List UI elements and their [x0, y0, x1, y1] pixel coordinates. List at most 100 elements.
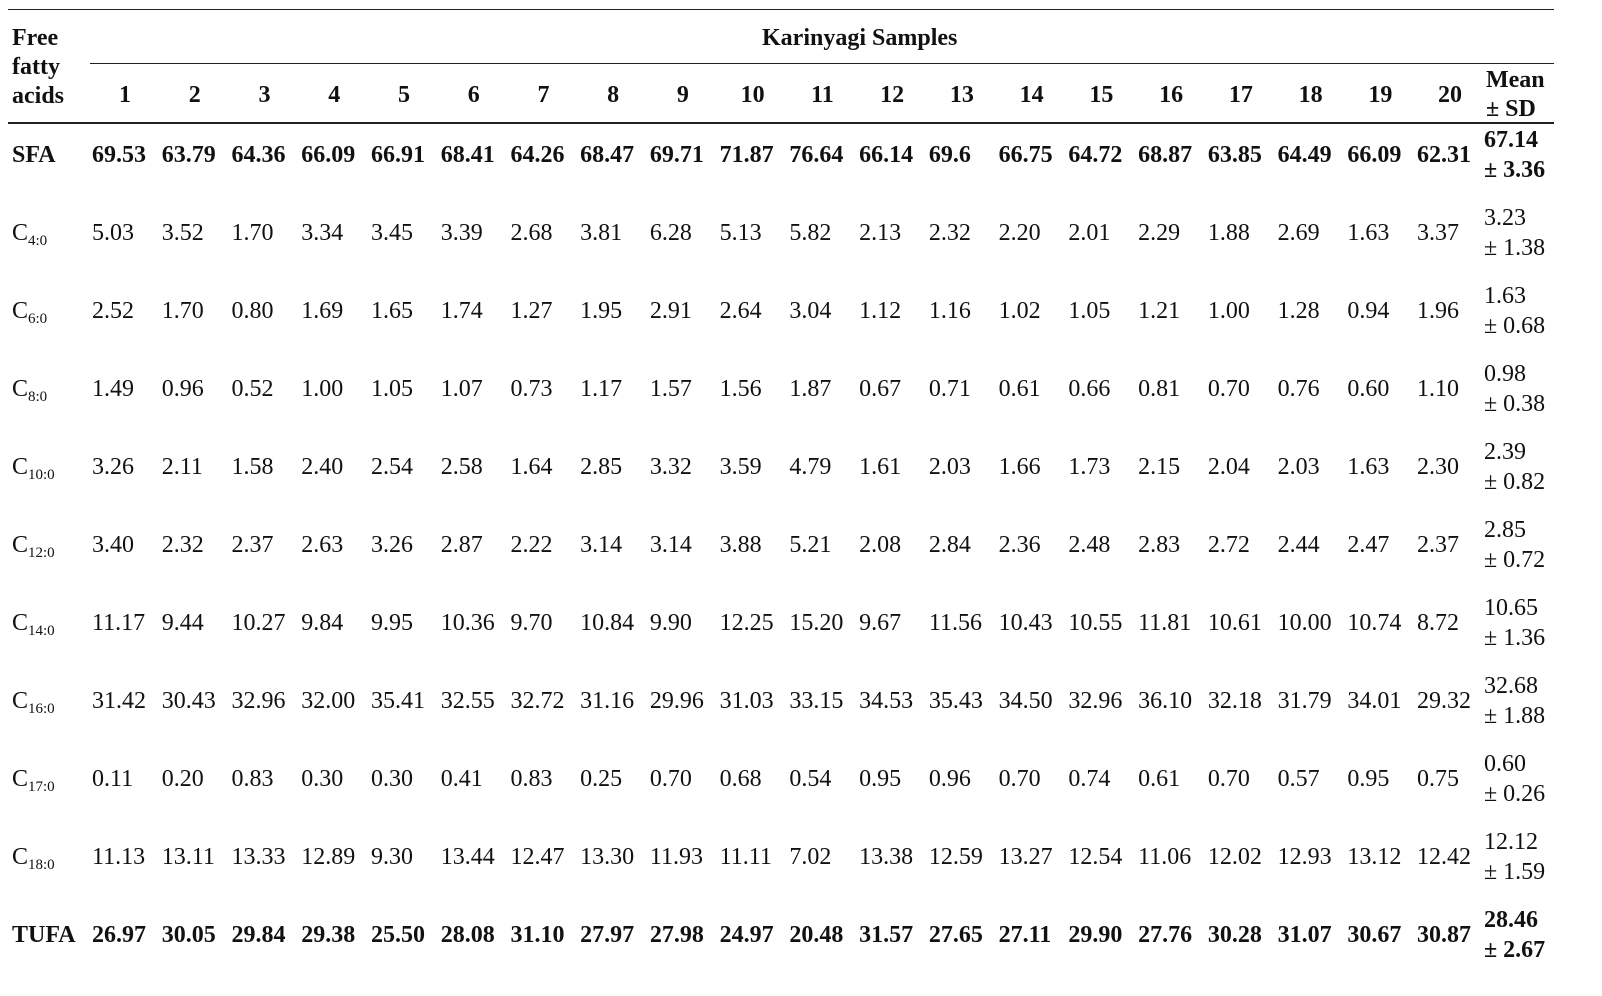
- cell: 1.70: [231, 220, 274, 246]
- mean-cell: ± 1.38: [1484, 235, 1546, 261]
- row-label-text: C: [12, 376, 29, 402]
- cell: 5.03: [92, 220, 134, 246]
- cell: 68.47: [580, 142, 635, 168]
- cell: 0.11: [92, 766, 134, 792]
- column-header: 4: [328, 82, 341, 108]
- cell: 10.55: [1068, 610, 1123, 636]
- cell: 0.70: [649, 766, 692, 792]
- column-header: 7: [537, 82, 550, 108]
- cell: 1.49: [92, 376, 134, 402]
- mean-cell: 2.39: [1484, 439, 1526, 465]
- cell: 32.72: [510, 688, 565, 714]
- cell: 2.37: [231, 532, 274, 558]
- cell: 1.63: [1347, 454, 1390, 480]
- cell: 31.03: [719, 688, 774, 714]
- cell: 12.89: [301, 844, 356, 870]
- cell: 62.31: [1417, 142, 1472, 168]
- group-header: Karinyagi Samples: [762, 25, 958, 51]
- cell: 1.66: [998, 454, 1041, 480]
- row-label-sub: 6:0: [28, 311, 48, 327]
- cell: 35.41: [370, 688, 425, 714]
- cell: 66.09: [301, 142, 356, 168]
- row-label-text: C: [12, 298, 29, 324]
- cell: 0.80: [231, 298, 274, 324]
- mean-header: ± SD: [1486, 96, 1536, 122]
- cell: 2.04: [1207, 454, 1250, 480]
- cell: 2.29: [1138, 220, 1181, 246]
- cell: 13.11: [161, 844, 215, 870]
- cell: 64.72: [1068, 142, 1123, 168]
- cell: 1.64: [510, 454, 553, 480]
- cell: 30.28: [1207, 922, 1262, 948]
- header-label: Free: [12, 25, 59, 51]
- row-label: C10:0: [12, 453, 55, 483]
- cell: 63.79: [161, 142, 216, 168]
- cell: 2.32: [161, 532, 204, 558]
- column-header: 20: [1438, 82, 1463, 108]
- cell: 11.11: [719, 844, 772, 870]
- cell: 12.93: [1277, 844, 1332, 870]
- cell: 3.59: [719, 454, 762, 480]
- cell: 0.73: [510, 376, 553, 402]
- mean-cell: ± 0.68: [1484, 313, 1546, 339]
- cell: 12.54: [1068, 844, 1123, 870]
- cell: 13.44: [440, 844, 495, 870]
- row-label: C6:0: [12, 297, 48, 327]
- cell: 2.87: [440, 532, 483, 558]
- mean-cell: ± 3.36: [1484, 157, 1546, 183]
- cell: 2.48: [1068, 532, 1111, 558]
- row-label: C16:0: [12, 687, 55, 717]
- cell: 36.10: [1138, 688, 1193, 714]
- cell: 8.72: [1417, 610, 1460, 636]
- row-label: C4:0: [12, 219, 48, 249]
- column-header: 3: [258, 82, 271, 108]
- cell: 71.87: [719, 142, 774, 168]
- cell: 2.84: [928, 532, 971, 558]
- cell: 0.67: [859, 376, 902, 402]
- cell: 0.70: [1207, 376, 1250, 402]
- cell: 64.49: [1277, 142, 1332, 168]
- cell: 69.71: [649, 142, 704, 168]
- cell: 0.25: [580, 766, 623, 792]
- cell: 34.53: [859, 688, 914, 714]
- mean-cell: ± 0.72: [1484, 547, 1546, 573]
- cell: 13.33: [231, 844, 286, 870]
- cell: 2.13: [859, 220, 902, 246]
- mean-cell: 32.68: [1484, 673, 1538, 699]
- cell: 29.96: [649, 688, 704, 714]
- cell: 15.20: [789, 610, 844, 636]
- cell: 32.18: [1207, 688, 1262, 714]
- cell: 31.07: [1277, 922, 1332, 948]
- cell: 0.94: [1347, 298, 1390, 324]
- cell: 29.90: [1068, 922, 1123, 948]
- cell: 3.26: [370, 532, 413, 558]
- row-label: TUFA: [12, 921, 76, 949]
- row-label-sub: 4:0: [28, 233, 48, 249]
- cell: 3.26: [92, 454, 134, 480]
- row-label: C14:0: [12, 609, 55, 639]
- cell: 1.00: [301, 376, 344, 402]
- cell: 1.61: [859, 454, 902, 480]
- cell: 3.39: [440, 220, 483, 246]
- top-rule: [8, 9, 1554, 10]
- cell: 0.20: [161, 766, 204, 792]
- cell: 0.81: [1138, 376, 1181, 402]
- cell: 0.57: [1277, 766, 1320, 792]
- cell: 20.48: [789, 922, 844, 948]
- cell: 30.67: [1347, 922, 1402, 948]
- cell: 1.21: [1138, 298, 1181, 324]
- cell: 12.25: [719, 610, 774, 636]
- column-header: 17: [1228, 82, 1253, 108]
- cell: 1.56: [719, 376, 762, 402]
- cell: 64.26: [510, 142, 565, 168]
- mean-cell: 28.46: [1484, 907, 1538, 933]
- cell: 0.70: [1207, 766, 1250, 792]
- column-header: 19: [1368, 82, 1393, 108]
- cell: 4.79: [789, 454, 832, 480]
- cell: 0.96: [161, 376, 204, 402]
- cell: 1.70: [161, 298, 204, 324]
- cell: 27.11: [998, 922, 1052, 948]
- cell: 2.01: [1068, 220, 1111, 246]
- cell: 2.37: [1417, 532, 1460, 558]
- mean-cell: ± 1.59: [1484, 859, 1546, 885]
